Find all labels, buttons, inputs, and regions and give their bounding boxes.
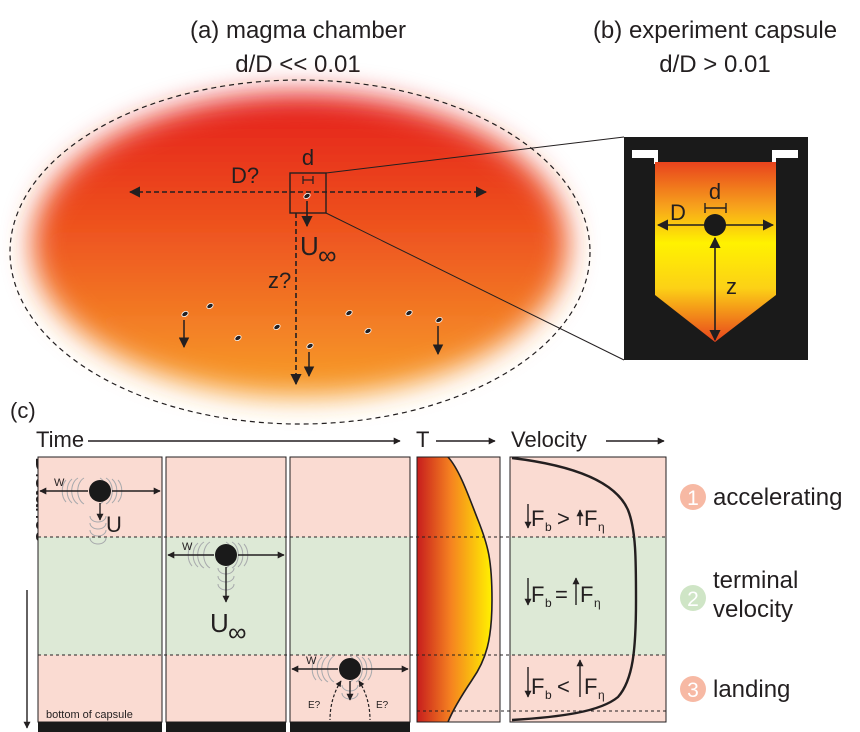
zoom-line-bottom [325, 212, 625, 361]
crystal [405, 309, 413, 317]
e-left-label: E? [308, 700, 321, 711]
svg-text:F: F [584, 506, 597, 531]
panel-b: (b) experiment capsule d/D > 0.01 D d z [593, 17, 837, 360]
depth-label: z? [268, 268, 291, 293]
capsule-depth-label: z [726, 274, 737, 299]
stage-number-circle [680, 676, 706, 702]
velocity-profile [511, 456, 638, 722]
crystal [273, 323, 281, 331]
panel-c-label: (c) [10, 398, 36, 423]
stage-3-label: 3 landing [680, 676, 790, 703]
capsule-notch-left [632, 150, 658, 158]
column-2 [165, 456, 287, 723]
velocity-label: U [300, 231, 319, 261]
sphere [339, 658, 361, 680]
width-label: W [306, 655, 317, 667]
magma-chamber-fill [32, 93, 568, 397]
panel-b-ratio: d/D > 0.01 [659, 51, 770, 78]
sphere-stage-2: W U ∞ [167, 541, 285, 647]
sphere-stage-3: W E? E? [291, 655, 409, 721]
zoom-line-top [325, 136, 625, 174]
svg-text:b: b [545, 520, 552, 534]
svg-text:F: F [531, 582, 544, 607]
sphere-stage-1: W U [39, 477, 161, 545]
bottom-of-capsule-label: bottom of capsule [46, 709, 133, 721]
panel-c: (c) Time T Velocity Distance [10, 398, 842, 732]
sphere [704, 214, 726, 236]
sphere [89, 480, 111, 502]
capsule-width-label: D [670, 200, 686, 225]
svg-text:η: η [594, 596, 601, 610]
stage-1-label: 1 accelerating [680, 484, 842, 511]
capsule-bottom [38, 722, 162, 732]
velocity-label-u: U [106, 512, 122, 537]
crystal [181, 310, 189, 318]
zoom-box [289, 172, 327, 214]
svg-text:landing: landing [713, 676, 790, 703]
time-axis-label: Time [36, 427, 84, 452]
crystal-swarm [181, 302, 443, 350]
svg-text:2: 2 [687, 588, 699, 611]
svg-text:η: η [598, 688, 605, 702]
width-label: W [54, 477, 65, 489]
velocity-label-u-inf: U [210, 608, 229, 638]
svg-text:F: F [584, 674, 597, 699]
svg-text:F: F [531, 506, 544, 531]
crystal [435, 316, 443, 324]
stage-2-label: 2 terminal velocity [680, 567, 798, 623]
svg-text:accelerating: accelerating [713, 484, 842, 511]
panel-b-title: (b) experiment capsule [593, 17, 837, 44]
crystal [345, 309, 353, 317]
magma-chamber-outline [9, 79, 591, 425]
sphere-size-label: d [709, 179, 721, 204]
svg-text:F: F [580, 582, 593, 607]
stage-number-circle [680, 484, 706, 510]
velocity-axis-label: Velocity [511, 427, 587, 452]
svg-text:b: b [545, 596, 552, 610]
e-right-label: E? [376, 700, 389, 711]
stage-number-circle [680, 585, 706, 611]
svg-text:b: b [545, 688, 552, 702]
width-label: W [182, 541, 193, 553]
svg-text:<: < [557, 674, 570, 699]
svg-text:η: η [598, 520, 605, 534]
crystal [306, 342, 314, 350]
svg-text:terminal: terminal [713, 567, 798, 594]
crystal [303, 192, 311, 200]
crystal-size-label: d [302, 145, 314, 170]
temperature-profile [417, 457, 492, 722]
crystal [364, 327, 372, 335]
chamber-width-label: D? [231, 163, 259, 188]
svg-text:1: 1 [687, 487, 699, 510]
capsule-notch-right [772, 150, 798, 158]
svg-text:3: 3 [687, 679, 699, 702]
force-stage-2: F b = F η [524, 577, 601, 610]
flow-right [358, 680, 371, 721]
temperature-axis-label: T [416, 427, 429, 452]
svg-text:>: > [557, 506, 570, 531]
column-1 [37, 456, 163, 723]
crystal [234, 334, 242, 342]
stage-bands [37, 456, 667, 723]
flow-left [329, 680, 342, 721]
svg-text:velocity: velocity [713, 596, 793, 623]
sphere [215, 544, 237, 566]
velocity-subscript: ∞ [318, 240, 337, 270]
column-temperature [416, 456, 501, 723]
force-stage-1: F b > F η [524, 504, 605, 534]
svg-text:F: F [531, 674, 544, 699]
force-stage-3: F b < F η [524, 659, 605, 702]
column-velocity [509, 456, 667, 723]
svg-text:=: = [555, 582, 568, 607]
velocity-subscript-inf: ∞ [228, 617, 247, 647]
panel-a: (a) magma chamber d/D << 0.01 D? d U ∞ z… [9, 17, 625, 425]
panel-a-ratio: d/D << 0.01 [235, 51, 360, 78]
panel-a-title: (a) magma chamber [190, 17, 406, 44]
crystal [206, 302, 214, 310]
